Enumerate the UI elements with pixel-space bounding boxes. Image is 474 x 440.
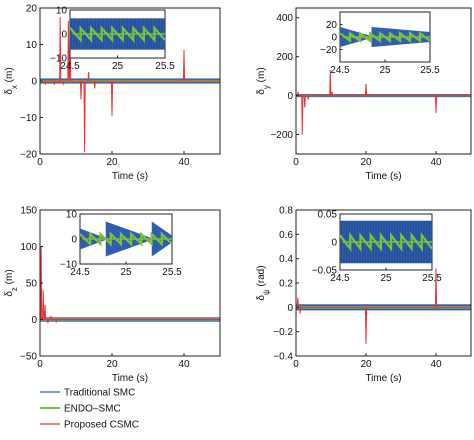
y-tick-label: 150 (20, 206, 37, 217)
y-axis-label-unit: (m) (256, 67, 267, 85)
x-tick-label: 20 (360, 359, 372, 370)
legend: Traditional SMC ENDO–SMC Proposed CSMC (40, 388, 139, 431)
inset-y-tick-label: 0 (61, 30, 67, 41)
inset-x-tick-label: 25.5 (420, 65, 440, 76)
inset-x-tick-label: 25 (120, 267, 132, 278)
inset-x-tick-label: 25 (379, 65, 391, 76)
y-tick-label: 0 (287, 91, 293, 102)
x-tick-label: 0 (37, 359, 43, 370)
inset-y-tick-label: 10 (56, 6, 68, 17)
x-tick-label: 20 (106, 157, 118, 168)
y-tick-label: −50 (20, 352, 37, 363)
inset-y-tick-label: −10 (60, 260, 77, 271)
x-tick-label: 40 (178, 157, 190, 168)
x-axis-label: Time (s) (112, 171, 148, 182)
y-tick-label: 50 (26, 279, 38, 290)
y-axis-label: δy (m) (256, 67, 271, 94)
x-tick-label: 20 (360, 157, 372, 168)
y-tick-label: −0.2 (273, 327, 293, 338)
inset-x-tick-label: 25.5 (422, 273, 442, 284)
x-axis-label: Time (s) (365, 373, 401, 384)
y-axis-label-unit: (m) (4, 67, 15, 85)
y-tick-label: 10 (26, 40, 38, 51)
y-axis-label-subscript: y (262, 85, 271, 89)
y-axis-label-symbol: δ (4, 89, 15, 95)
y-tick-label: −0.4 (273, 352, 293, 363)
y-axis-label-subscript: x (10, 85, 19, 89)
inset-y-tick-label: 0 (71, 235, 77, 246)
inset-x-tick-label: 25.5 (162, 267, 182, 278)
y-tick-label: 0 (31, 315, 37, 326)
y-tick-label: 100 (20, 242, 37, 253)
y-tick-label: 0.6 (279, 230, 293, 241)
inset-x-tick-label: 24.5 (60, 61, 80, 72)
inset-y-tick-label: −10 (50, 54, 67, 65)
inset-series-group (340, 27, 430, 47)
y-axis-label-symbol: δ (4, 291, 15, 297)
y-tick-label: −200 (270, 130, 293, 141)
inset-x-tick-label: 25 (380, 273, 392, 284)
x-tick-label: 40 (430, 157, 442, 168)
y-axis-label: δx (m) (4, 67, 19, 94)
inset-series-group (70, 18, 165, 50)
y-tick-label: 0.8 (279, 206, 293, 217)
inset-y-tick-label: −0.05 (312, 266, 338, 277)
y-tick-label: −10 (20, 113, 37, 124)
y-tick-label: 200 (276, 52, 293, 63)
y-axis-label: δz (m) (4, 269, 19, 296)
x-axis-label: Time (s) (112, 373, 148, 384)
y-tick-label: 0.4 (279, 254, 293, 265)
x-tick-label: 40 (430, 359, 442, 370)
series-proposed-csmc (296, 268, 471, 344)
inset-x-tick-label: 25 (112, 61, 124, 72)
x-axis-label: Time (s) (365, 171, 401, 182)
series-proposed-csmc (296, 70, 471, 135)
y-axis-label-subscript: ψ (262, 289, 271, 295)
inset-x-tick-label: 24.5 (330, 65, 350, 76)
y-tick-label: 0.2 (279, 279, 293, 290)
legend-endo-smc-label: ENDO–SMC (64, 404, 121, 415)
x-tick-label: 0 (293, 157, 299, 168)
inset-y-tick-label: −20 (320, 45, 337, 56)
y-axis-label-subscript: z (10, 287, 19, 291)
y-tick-label: 0 (31, 77, 37, 88)
inset-y-tick-label: 0 (331, 33, 337, 44)
inset-series-group (80, 221, 172, 257)
x-tick-label: 0 (37, 157, 43, 168)
x-tick-label: 20 (106, 359, 118, 370)
y-axis-label-unit: (m) (4, 269, 15, 287)
y-axis-label-unit: (rad) (256, 265, 267, 289)
y-tick-label: −20 (20, 150, 37, 161)
inset-y-tick-label: 0.05 (318, 210, 338, 221)
y-tick-label: 20 (26, 4, 38, 15)
y-axis-label-symbol: δ (256, 295, 267, 301)
inset-zoom: 20 0−20 24.5 25 25.5 (320, 11, 440, 76)
legend-proposed-csmc-label: Proposed CSMC (64, 420, 139, 431)
series-group (296, 268, 471, 344)
inset-series-group (340, 220, 432, 264)
inset-x-tick-label: 24.5 (70, 267, 90, 278)
y-axis-label-symbol: δ (256, 89, 267, 95)
inset-x-tick-label: 25.5 (155, 61, 175, 72)
inset-y-tick-label: 10 (66, 210, 78, 221)
inset-y-tick-label: 0 (331, 238, 337, 249)
legend-traditional-smc-label: Traditional SMC (64, 388, 135, 399)
y-axis-label: δψ (rad) (256, 265, 271, 300)
x-tick-label: 40 (178, 359, 190, 370)
inset-y-tick-label: 20 (326, 20, 338, 31)
series-group (296, 70, 471, 135)
x-tick-label: 0 (293, 359, 299, 370)
inset-x-tick-label: 24.5 (330, 273, 350, 284)
y-tick-label: 0 (287, 303, 293, 314)
y-tick-label: 400 (276, 13, 293, 24)
axes-frame (295, 7, 472, 155)
